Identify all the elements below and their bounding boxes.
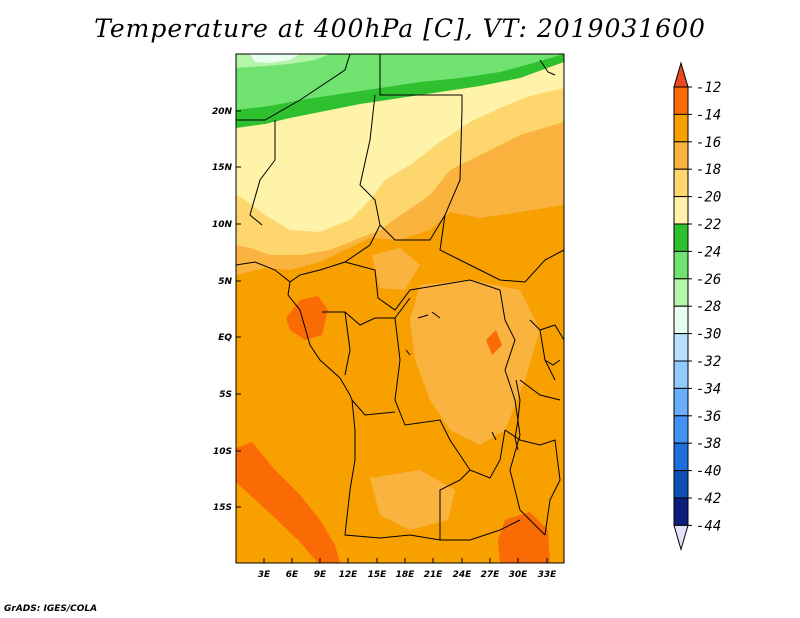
lat-tick-label: 5N (218, 277, 232, 287)
grads-credit: GrADS: IGES/COLA (4, 604, 98, 614)
colorbar-label: -42 (696, 491, 721, 507)
lat-tick-label: 15N (212, 163, 233, 173)
field-patch-3 (372, 248, 420, 290)
colorbar-swatch (673, 497, 689, 526)
colorbar-swatch (673, 470, 689, 499)
colorbar-swatch (673, 113, 689, 143)
lon-tick-label: 18E (396, 570, 416, 580)
colorbar-top-arrow (673, 61, 689, 88)
colorbar-swatch (673, 360, 689, 389)
field-warm-east (486, 330, 502, 355)
colorbar-label: -18 (696, 162, 721, 178)
colorbar-swatch (673, 278, 689, 307)
lon-tick-label: 21E (424, 570, 444, 580)
field-minus30 (250, 54, 300, 63)
colorbar-swatch (673, 387, 689, 417)
lat-tick-label: 5S (219, 390, 232, 400)
colorbar-label: -14 (696, 107, 721, 123)
lon-tick-label: 33E (538, 570, 558, 580)
lat-tick-label: 20N (212, 107, 233, 117)
lon-tick-label: 15E (368, 570, 388, 580)
lat-tick-label: EQ (218, 333, 232, 343)
field-patch-2 (370, 470, 455, 530)
lon-tick-label: 12E (339, 570, 359, 580)
colorbar-swatch (673, 86, 689, 115)
colorbar-swatch (673, 442, 689, 472)
lon-tick-label: 6E (286, 570, 299, 580)
colorbar-swatch (673, 333, 689, 362)
field-minus26 (236, 54, 564, 110)
colorbar-label: -24 (696, 244, 721, 260)
map-panel (236, 54, 564, 563)
chart-title: Temperature at 400hPa [C], VT: 201903160… (94, 14, 706, 43)
colorbar-label: -38 (696, 436, 721, 452)
colorbar-label: -32 (696, 354, 721, 370)
colorbar-label: -36 (696, 409, 721, 425)
colorbar-swatch (673, 168, 689, 198)
colorbar: -12 -14 -16 -18 -20 -22 -24 -26 -28 -30 -32 -34 -36 -… (673, 61, 721, 552)
colorbar-label: -34 (696, 381, 721, 397)
lat-tick-label: 10S (213, 447, 232, 457)
colorbar-swatch (673, 223, 689, 252)
colorbar-label: -28 (696, 299, 721, 315)
lat-tick-label: 15S (213, 503, 232, 513)
colorbar-swatch (673, 141, 689, 170)
lon-axis: 3E 6E 9E 12E 15E 18E 21E 24E 27E 30E 33E (258, 558, 557, 580)
lon-tick-label: 9E (314, 570, 327, 580)
lon-tick-label: 3E (258, 570, 271, 580)
colorbar-label: -22 (696, 217, 721, 233)
lon-tick-label: 30E (509, 570, 529, 580)
field-patch-1 (410, 280, 540, 445)
colorbar-swatch (673, 305, 689, 335)
colorbar-label: -16 (696, 135, 721, 151)
colorbar-label: -44 (696, 518, 721, 534)
lat-tick-label: 10N (212, 220, 233, 230)
lat-axis: 20N 15N 10N 5N EQ 5S 10S 15S (212, 107, 241, 513)
colorbar-label: -20 (696, 190, 721, 206)
field-warm-gulf (286, 296, 328, 340)
field-warm-southwest (236, 442, 340, 563)
lon-tick-label: 27E (481, 570, 501, 580)
colorbar-label: -30 (696, 327, 721, 343)
colorbar-label: -26 (696, 272, 721, 288)
map-frame (235, 53, 565, 564)
colorbar-label: -12 (696, 80, 721, 96)
colorbar-bottom-arrow (673, 524, 689, 552)
boundaries (236, 54, 564, 541)
colorbar-swatch (673, 196, 689, 225)
lon-tick-label: 24E (453, 570, 473, 580)
colorbar-label: -40 (696, 464, 721, 480)
colorbar-swatch (673, 415, 689, 444)
colorbar-swatch (673, 250, 689, 280)
